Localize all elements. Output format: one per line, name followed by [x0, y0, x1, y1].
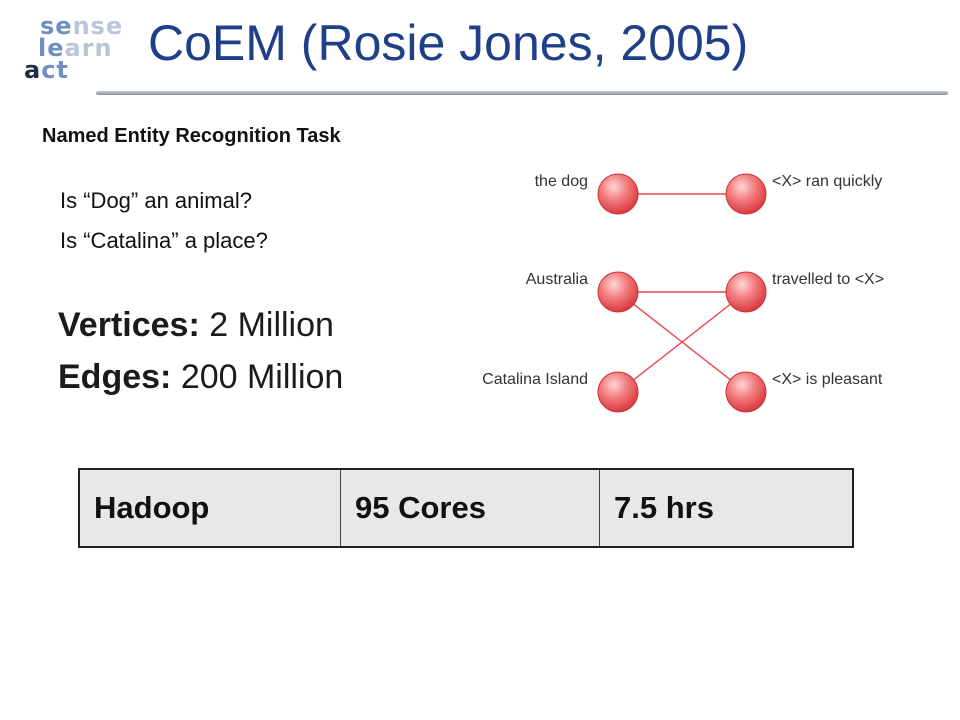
- logo-row-1: sense: [40, 12, 124, 40]
- graph-edges: [617, 193, 747, 393]
- right-node-label-1: travelled to <X>: [772, 271, 884, 288]
- right-node-label-2: <X> is pleasant: [772, 371, 883, 388]
- left-node-2: [597, 371, 639, 413]
- edges-stat: Edges: 200 Million: [58, 358, 343, 397]
- question-catalina: Is “Catalina” a place?: [60, 228, 268, 253]
- task-heading: Named Entity Recognition Task: [42, 125, 341, 147]
- left-node-1: [597, 271, 639, 313]
- right-node-0: [725, 173, 767, 215]
- vertices-value: 2 Million: [209, 306, 334, 344]
- edges-label: Edges:: [58, 358, 172, 396]
- sense-learn-act-logo: sense learn act: [22, 14, 132, 84]
- left-node-label-0: the dog: [535, 173, 588, 190]
- edges-value: 200 Million: [180, 358, 344, 396]
- right-node-label-0: <X> ran quickly: [772, 173, 882, 190]
- graph-edge: [617, 291, 747, 393]
- graph-nodes: [597, 173, 767, 413]
- right-node-1: [725, 271, 767, 313]
- table-row: Hadoop 95 Cores 7.5 hrs: [78, 468, 854, 548]
- logo-row-3: act: [24, 56, 69, 84]
- table-cell-time: 7.5 hrs: [599, 468, 854, 548]
- question-dog: Is “Dog” an animal?: [60, 188, 252, 213]
- right-node-2: [725, 371, 767, 413]
- graph-labels: the dog Australia Catalina Island <X> ran q…: [482, 173, 884, 388]
- table-cell-cores: 95 Cores: [340, 468, 600, 548]
- vertices-stat: Vertices: 2 Million: [58, 306, 334, 345]
- vertices-label: Vertices:: [58, 306, 200, 344]
- results-table: Hadoop 95 Cores 7.5 hrs: [78, 468, 854, 548]
- left-node-label-2: Catalina Island: [482, 371, 588, 388]
- bipartite-graph: the dog Australia Catalina Island <X> ran q…: [482, 173, 884, 413]
- title-divider: [96, 91, 948, 95]
- left-node-0: [597, 173, 639, 215]
- logo-row-2: learn: [38, 34, 113, 62]
- slide-title: CoEM (Rosie Jones, 2005): [148, 15, 749, 71]
- table-cell-system: Hadoop: [78, 468, 341, 548]
- left-node-label-1: Australia: [526, 271, 588, 288]
